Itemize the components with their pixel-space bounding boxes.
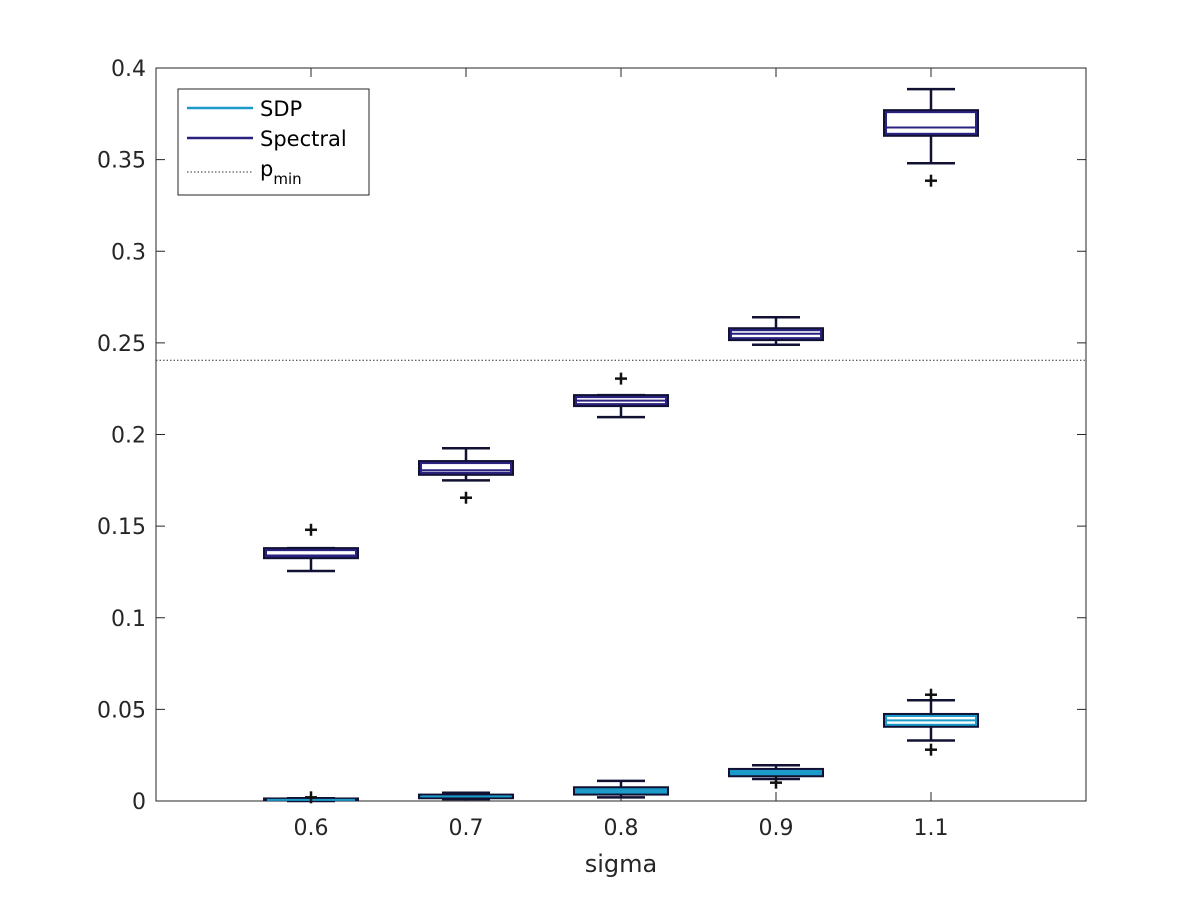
box-spectral-0.6 <box>263 523 359 573</box>
box-spectral-0.9 <box>728 315 824 346</box>
y-tick-label: 0.25 <box>97 332 146 357</box>
box-spectral-1.1 <box>883 87 979 187</box>
box-inner <box>422 464 510 472</box>
y-tick-label: 0.4 <box>111 57 146 82</box>
outlier-marker <box>770 776 782 789</box>
y-tick-label: 0.3 <box>111 240 146 265</box>
legend-label-pmin: pmin <box>260 157 302 188</box>
axis-ticks: 0 0.05 0.1 0.15 0.2 0.25 0.3 0.35 0.4 0.6 0.7 0.8 0.… <box>97 57 1086 841</box>
legend-label-spectral: Spectral <box>260 127 347 151</box>
outlier-marker <box>305 523 317 536</box>
legend-label-pmin-sub: min <box>273 170 301 188</box>
box-layer <box>263 87 979 804</box>
outlier-marker <box>925 174 937 187</box>
y-tick-label: 0 <box>132 790 146 815</box>
outlier-marker <box>925 743 937 756</box>
y-tick-label: 0.35 <box>97 149 146 174</box>
x-axis-label: sigma <box>585 850 658 878</box>
x-tick-label: 0.8 <box>604 816 639 841</box>
y-tick-label: 0.15 <box>97 515 146 540</box>
legend-label-pmin-base: p <box>260 157 273 181</box>
box-spectral-0.8 <box>573 372 669 419</box>
legend: SDP Spectral pmin <box>177 88 370 196</box>
legend-label-sdp: SDP <box>260 97 302 121</box>
y-tick-label: 0.05 <box>97 698 146 723</box>
x-tick-label: 0.9 <box>759 816 794 841</box>
x-tick-label: 1.1 <box>914 816 949 841</box>
y-tick-label: 0.1 <box>111 607 146 632</box>
x-tick-label: 0.7 <box>449 816 484 841</box>
legend-box <box>177 88 370 196</box>
box-inner <box>887 113 975 133</box>
box-sdp-0.9 <box>728 764 824 789</box>
y-tick-label: 0.2 <box>111 424 146 449</box>
x-tick-label: 0.6 <box>294 816 329 841</box>
box-sdp-0.6 <box>263 791 359 804</box>
outlier-marker <box>305 791 317 804</box>
outlier-marker <box>615 372 627 385</box>
box-sdp-0.8 <box>573 779 669 799</box>
box-sdp-1.1 <box>883 688 979 756</box>
box-inner <box>267 551 355 556</box>
outlier-marker <box>925 688 937 701</box>
box-spectral-0.7 <box>418 446 514 504</box>
box-sdp-0.7 <box>418 791 514 801</box>
outlier-marker <box>460 491 472 504</box>
